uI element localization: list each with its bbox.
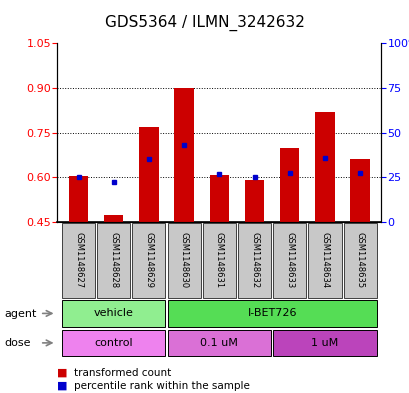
Text: 1 uM: 1 uM bbox=[310, 338, 338, 348]
Bar bbox=[209, 175, 229, 222]
Bar bbox=[62, 330, 165, 356]
Text: GSM1148630: GSM1148630 bbox=[179, 232, 188, 288]
Bar bbox=[69, 176, 88, 222]
Bar bbox=[167, 300, 376, 327]
Bar bbox=[62, 300, 165, 327]
Bar bbox=[279, 147, 299, 222]
Bar bbox=[343, 223, 376, 298]
Bar bbox=[315, 112, 334, 222]
Bar bbox=[97, 223, 130, 298]
Bar bbox=[167, 330, 270, 356]
Bar bbox=[104, 215, 123, 222]
Text: I-BET726: I-BET726 bbox=[247, 309, 296, 318]
Bar bbox=[174, 88, 193, 222]
Bar bbox=[272, 223, 306, 298]
Text: GSM1148631: GSM1148631 bbox=[214, 232, 223, 288]
Text: ■: ■ bbox=[57, 367, 68, 378]
Bar bbox=[62, 223, 95, 298]
Text: GSM1148635: GSM1148635 bbox=[355, 232, 364, 288]
Text: control: control bbox=[94, 338, 133, 348]
Text: GSM1148628: GSM1148628 bbox=[109, 232, 118, 288]
Text: transformed count: transformed count bbox=[74, 367, 171, 378]
Bar bbox=[139, 127, 158, 222]
Text: GSM1148633: GSM1148633 bbox=[285, 232, 294, 288]
Bar bbox=[132, 223, 165, 298]
Text: GSM1148634: GSM1148634 bbox=[320, 232, 329, 288]
Text: GSM1148627: GSM1148627 bbox=[74, 232, 83, 288]
Bar bbox=[167, 223, 200, 298]
Bar bbox=[244, 180, 263, 222]
Bar bbox=[308, 223, 341, 298]
Bar bbox=[350, 160, 369, 222]
Bar bbox=[202, 223, 235, 298]
Text: agent: agent bbox=[4, 309, 36, 319]
Text: vehicle: vehicle bbox=[94, 309, 133, 318]
Text: GSM1148632: GSM1148632 bbox=[249, 232, 258, 288]
Text: GSM1148629: GSM1148629 bbox=[144, 232, 153, 288]
Bar bbox=[238, 223, 270, 298]
Text: ■: ■ bbox=[57, 381, 68, 391]
Text: percentile rank within the sample: percentile rank within the sample bbox=[74, 381, 249, 391]
Text: GDS5364 / ILMN_3242632: GDS5364 / ILMN_3242632 bbox=[105, 15, 304, 31]
Bar bbox=[272, 330, 376, 356]
Text: 0.1 uM: 0.1 uM bbox=[200, 338, 238, 348]
Text: dose: dose bbox=[4, 338, 31, 348]
